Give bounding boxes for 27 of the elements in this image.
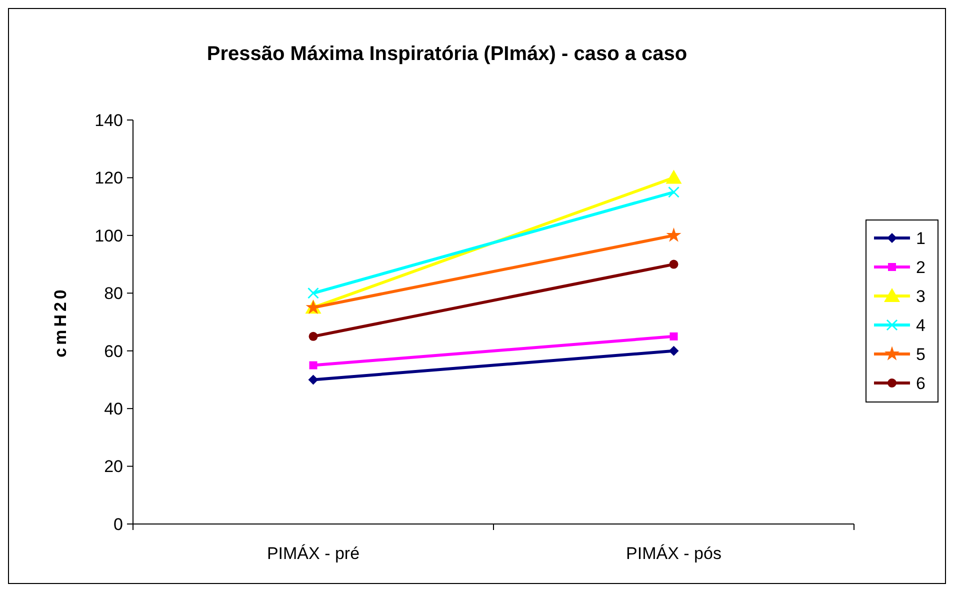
y-tick-label: 120 (94, 168, 123, 188)
y-axis-title: cmH20 (51, 286, 70, 358)
point (308, 374, 318, 385)
point (668, 186, 680, 198)
y-tick-label: 0 (114, 514, 123, 534)
legend-label: 5 (916, 344, 926, 364)
point (666, 228, 682, 242)
legend-label: 1 (916, 228, 926, 248)
chart-title: Pressão Máxima Inspiratória (PImáx) - caso a caso (206, 43, 688, 65)
x-tick-label: PIMÁX - pré (266, 544, 360, 563)
y-tick-label: 60 (104, 342, 123, 361)
legend-label: 6 (916, 374, 926, 393)
point (669, 260, 678, 269)
point (309, 361, 318, 370)
point (308, 287, 319, 299)
y-tick-label: 80 (104, 284, 123, 304)
legend-label: 2 (916, 258, 926, 277)
y-tick-label: 20 (104, 457, 123, 476)
point (670, 332, 678, 340)
y-tick-label: 100 (94, 226, 123, 246)
point (668, 346, 679, 356)
legend-label: 4 (916, 316, 926, 335)
y-tick-label: 40 (104, 400, 123, 419)
legend-label: 3 (916, 286, 926, 306)
x-tick-label: PIMÁX - pós (626, 544, 722, 563)
point (308, 332, 318, 341)
y-tick-label: 140 (94, 110, 123, 130)
